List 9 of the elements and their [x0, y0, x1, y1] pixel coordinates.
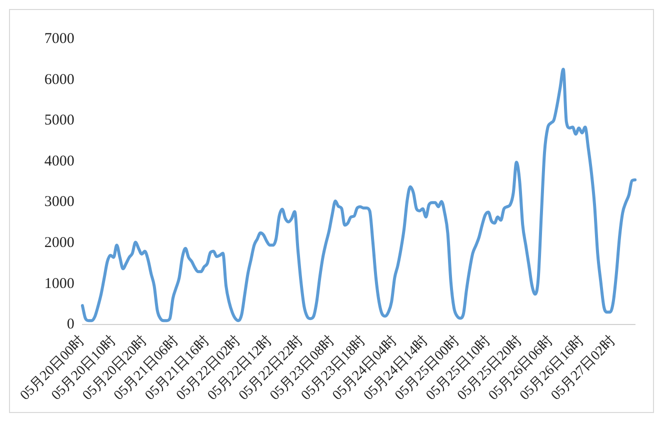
y-tick-label: 4000: [44, 153, 74, 170]
y-tick-label: 6000: [44, 72, 74, 88]
y-tick-label: 7000: [44, 30, 74, 47]
y-tick-label: 2000: [44, 235, 74, 252]
y-tick-label: 5000: [44, 112, 74, 129]
y-tick-label: 1000: [44, 276, 74, 292]
y-tick-label: 0: [66, 316, 74, 333]
y-tick-label: 3000: [44, 194, 74, 210]
line-series: [80, 68, 637, 322]
